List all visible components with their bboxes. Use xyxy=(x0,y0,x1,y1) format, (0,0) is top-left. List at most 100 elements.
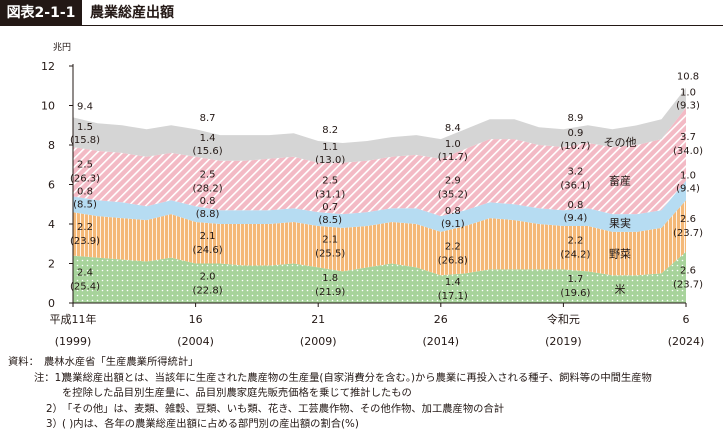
series-name-label: 畜産 xyxy=(609,174,631,188)
note-1-cont: を控除した品目別生産量に、品目別農家庭先販売価格を乗じて推計したもの xyxy=(8,386,720,402)
area-vegetables xyxy=(73,200,686,276)
area-other xyxy=(73,87,686,163)
data-label-value: 1.0 xyxy=(445,139,461,150)
data-label-value: 1.7 xyxy=(567,274,583,285)
x-tick-year: (2024) xyxy=(668,335,705,348)
note-1-label: 注：1） xyxy=(34,371,72,384)
source-line: 資料： 農林水産省「生産農業所得統計」 xyxy=(8,355,720,371)
header-rule xyxy=(0,25,723,26)
x-tick-year: (2019) xyxy=(545,335,582,348)
area-rice xyxy=(73,251,686,303)
y-axis-unit: 兆円 xyxy=(53,42,71,53)
x-tick-year: (1999) xyxy=(55,335,92,348)
data-label-share: (9.4) xyxy=(676,184,700,195)
y-tick-label: 0 xyxy=(48,297,55,310)
data-label-value: 2.9 xyxy=(445,175,461,186)
data-label-value: 2.2 xyxy=(567,236,583,247)
data-label-share: (23.7) xyxy=(673,279,703,290)
data-label-share: (23.9) xyxy=(70,236,100,247)
x-tick-label: 21 xyxy=(311,313,325,326)
data-label-value: 2.0 xyxy=(200,271,216,282)
data-label-share: (10.7) xyxy=(560,141,590,152)
data-label-share: (9.1) xyxy=(441,219,465,230)
data-label-share: (24.6) xyxy=(193,245,223,256)
figure-header: 図表2-1-1 農業総産出額 xyxy=(0,0,723,26)
data-label-share: (35.2) xyxy=(438,189,468,200)
data-label-value: 0.8 xyxy=(77,186,93,197)
data-label-value: 2.5 xyxy=(322,175,338,186)
y-tick-label: 6 xyxy=(48,179,55,192)
x-tick-year: (2004) xyxy=(177,335,214,348)
area-livestock xyxy=(73,107,686,217)
x-tick-label: 6 xyxy=(683,313,690,326)
series-name-label: 果実 xyxy=(609,216,631,230)
x-tick-label: 平成11年 xyxy=(50,312,97,326)
data-labels: 2.4 (25.4) 2.2 (23.9) 0.8 (8.5) 2.5 (26.3) 1.5 (1… xyxy=(70,72,703,302)
data-label-value: 0.8 xyxy=(200,196,216,207)
data-label-share: (19.6) xyxy=(560,288,590,299)
data-label-value: 1.1 xyxy=(322,142,338,153)
data-label-total: 8.9 xyxy=(567,113,583,124)
area-layers xyxy=(73,87,686,303)
data-label-value: 1.5 xyxy=(77,122,93,133)
note-1-text: 農業総産出額とは、当該年に生産された農産物の生産量(自家消費分を含む。)から農業… xyxy=(62,371,652,384)
data-label-total: 9.4 xyxy=(77,101,93,112)
data-label-value: 0.7 xyxy=(322,202,338,213)
data-label-value: 2.1 xyxy=(322,235,338,246)
data-label-share: (26.3) xyxy=(70,174,100,185)
series-name-label: その他 xyxy=(604,136,637,149)
y-tick-label: 8 xyxy=(48,139,55,152)
data-label-value: 0.8 xyxy=(445,206,461,217)
y-tick-label: 12 xyxy=(41,60,55,73)
note-2-label: 2） xyxy=(46,402,63,415)
data-label-share: (23.7) xyxy=(673,228,703,239)
data-label-value: 2.5 xyxy=(200,170,216,181)
data-label-value: 1.4 xyxy=(445,277,461,288)
y-tick-label: 2 xyxy=(48,258,55,271)
data-label-total: 8.2 xyxy=(322,125,338,136)
data-label-share: (24.2) xyxy=(560,250,590,261)
data-label-total: 8.4 xyxy=(445,123,461,134)
data-label-value: 1.4 xyxy=(200,133,216,144)
data-label-share: (8.5) xyxy=(318,215,342,226)
data-label-total: 8.7 xyxy=(200,113,216,124)
data-label-value: 2.1 xyxy=(200,231,216,242)
series-name-label: 野菜 xyxy=(609,248,631,261)
source-text: 農林水産省「生産農業所得統計」 xyxy=(44,356,199,368)
data-label-share: (11.7) xyxy=(438,152,468,163)
data-label-share: (17.1) xyxy=(438,291,468,302)
y-tick-label: 4 xyxy=(48,218,55,231)
data-label-value: 3.7 xyxy=(680,132,696,143)
notes: 資料： 農林水産省「生産農業所得統計」 注：1） 農業総産出額とは、当該年に生産… xyxy=(8,355,720,433)
note-2: 2） 「その他」は、麦類、雑穀、豆類、いも類、花き、工芸農作物、その他作物、加工… xyxy=(8,402,720,418)
data-label-value: 2.6 xyxy=(680,214,696,225)
data-label-share: (31.1) xyxy=(315,189,345,200)
area-fruit xyxy=(73,180,686,232)
x-tick-label: 令和元 xyxy=(547,312,580,326)
data-label-share: (36.1) xyxy=(560,181,590,192)
figure-title: 農業総産出額 xyxy=(90,5,174,21)
data-label-share: (8.8) xyxy=(196,209,220,220)
data-label-share: (9.3) xyxy=(676,101,700,112)
data-label-value: 1.8 xyxy=(322,273,338,284)
x-tick-year: (2014) xyxy=(423,335,460,348)
data-label-share: (25.5) xyxy=(315,249,345,260)
data-label-share: (34.0) xyxy=(673,146,703,157)
note-1-text-cont: を控除した品目別生産量に、品目別農家庭先販売価格を乗じて推計したもの xyxy=(62,387,412,400)
note-3: 3） ( )内は、各年の農業総産出額に占める部門別の産出額の割合(%) xyxy=(8,417,720,433)
data-label-value: 2.5 xyxy=(77,160,93,171)
x-tick-year: (2009) xyxy=(300,335,337,348)
data-label-share: (9.4) xyxy=(564,213,588,224)
y-tick-label: 10 xyxy=(41,100,55,113)
note-1: 注：1） 農業総産出額とは、当該年に生産された農産物の生産量(自家消費分を含む。… xyxy=(8,371,720,387)
data-label-share: (21.9) xyxy=(315,287,345,298)
data-label-value: 3.2 xyxy=(567,167,583,178)
note-2-text: 「その他」は、麦類、雑穀、豆類、いも類、花き、工芸農作物、その他作物、加工農産物… xyxy=(62,402,505,415)
data-label-share: (15.8) xyxy=(70,135,100,146)
data-label-value: 2.6 xyxy=(680,265,696,276)
data-label-value: 2.2 xyxy=(77,222,93,233)
data-label-share: (15.6) xyxy=(193,146,223,157)
x-tick-label: 26 xyxy=(434,313,448,326)
source-label: 資料： xyxy=(8,356,39,368)
